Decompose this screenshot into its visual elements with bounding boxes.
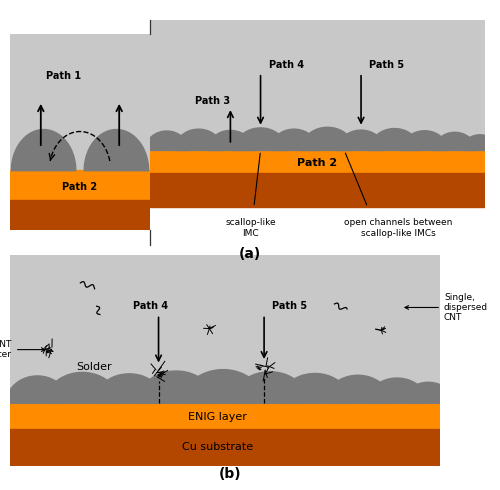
- Bar: [10, 403, 440, 429]
- Polygon shape: [182, 369, 264, 403]
- Polygon shape: [232, 372, 308, 403]
- Polygon shape: [12, 129, 76, 171]
- Bar: [10, 34, 150, 172]
- Polygon shape: [338, 130, 384, 150]
- Text: scallop-like
IMC: scallop-like IMC: [225, 219, 276, 238]
- Bar: [10, 255, 440, 404]
- Polygon shape: [324, 375, 391, 403]
- Bar: [150, 173, 485, 207]
- Text: Path 2: Path 2: [62, 182, 98, 192]
- Bar: [10, 200, 150, 230]
- Text: Cu substrate: Cu substrate: [182, 442, 252, 452]
- Polygon shape: [6, 376, 68, 403]
- Text: (b): (b): [218, 467, 242, 481]
- Polygon shape: [366, 378, 428, 403]
- Text: Path 4: Path 4: [133, 301, 168, 311]
- Text: CNT
cluster: CNT cluster: [0, 340, 45, 359]
- Text: Path 2: Path 2: [298, 158, 338, 168]
- Text: Path 5: Path 5: [272, 301, 307, 311]
- Polygon shape: [279, 373, 351, 403]
- Polygon shape: [45, 372, 120, 403]
- Polygon shape: [145, 131, 188, 150]
- Polygon shape: [462, 135, 498, 150]
- Text: (a): (a): [239, 247, 261, 262]
- Text: Single,
dispersed
CNT: Single, dispersed CNT: [405, 293, 488, 322]
- Text: Path 1: Path 1: [46, 72, 81, 81]
- Polygon shape: [174, 129, 222, 150]
- Bar: [10, 429, 440, 466]
- Text: Path 3: Path 3: [195, 96, 230, 106]
- Bar: [150, 20, 485, 151]
- Polygon shape: [301, 127, 354, 150]
- Polygon shape: [208, 130, 253, 150]
- Bar: [150, 150, 485, 173]
- Polygon shape: [402, 131, 448, 150]
- Polygon shape: [84, 129, 148, 171]
- Polygon shape: [403, 382, 454, 403]
- Polygon shape: [434, 132, 476, 150]
- Polygon shape: [137, 371, 215, 403]
- Polygon shape: [234, 128, 286, 150]
- Text: Solder: Solder: [76, 362, 112, 372]
- Polygon shape: [270, 129, 318, 150]
- Text: Path 5: Path 5: [370, 60, 404, 70]
- Polygon shape: [94, 374, 164, 403]
- Text: open channels between
scallop-like IMCs: open channels between scallop-like IMCs: [344, 219, 452, 238]
- Polygon shape: [370, 128, 420, 150]
- Text: ENIG layer: ENIG layer: [188, 412, 246, 422]
- Text: Path 4: Path 4: [269, 60, 304, 70]
- Bar: [10, 171, 150, 200]
